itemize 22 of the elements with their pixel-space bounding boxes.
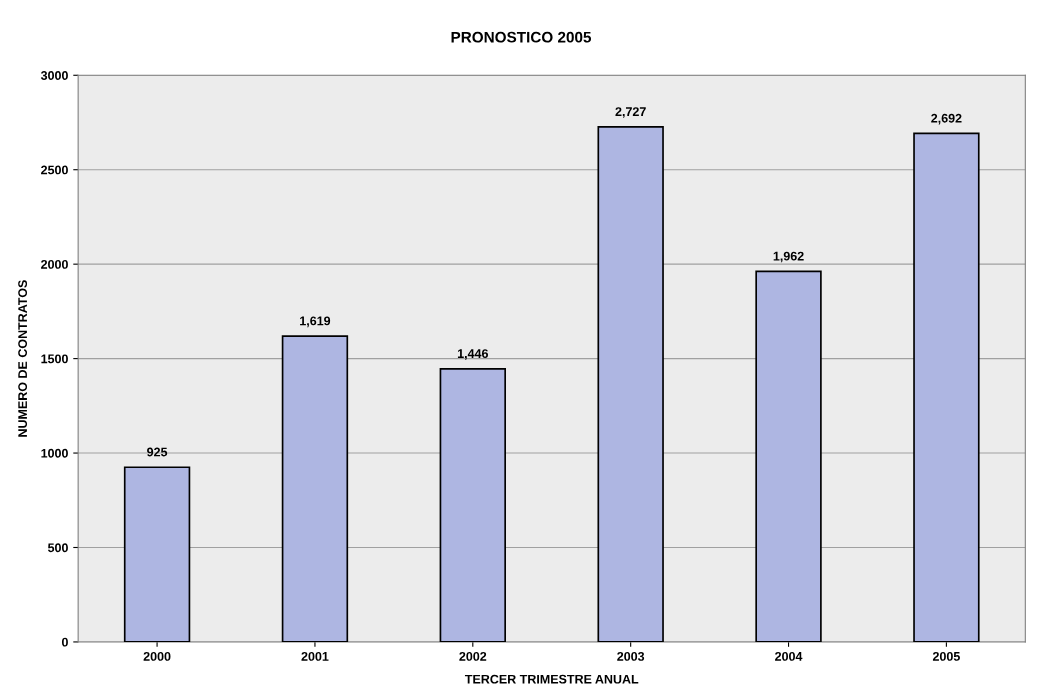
data-label: 1,619	[300, 316, 331, 328]
y-tick-label: 1000	[41, 448, 68, 458]
x-tick-label: 2004	[775, 651, 803, 661]
data-label: 2,727	[615, 107, 646, 118]
data-label: 1,962	[773, 251, 804, 263]
x-tick-label: 2000	[143, 651, 171, 661]
y-tick-label: 0	[61, 637, 68, 647]
y-tick-label: 2500	[41, 165, 68, 175]
x-tick-label: 2002	[459, 651, 487, 661]
x-tick-label: 2001	[301, 651, 329, 661]
y-tick-label: 500	[47, 543, 68, 553]
x-tick-label: 2005	[932, 651, 960, 661]
data-label: 2,692	[931, 113, 962, 125]
data-label: 1,446	[457, 349, 488, 360]
chart-title: PRONOSTICO 2005	[451, 31, 592, 43]
y-tick-label: 3000	[40, 71, 68, 80]
y-tick-label: 2000	[41, 259, 68, 269]
x-tick-label: 2003	[617, 651, 645, 661]
y-tick-label: 1500	[41, 354, 68, 364]
y-axis-title: NUMERO DE CONTRATOS	[18, 280, 28, 437]
x-axis-title: TERCER TRIMESTRE ANUAL	[464, 674, 639, 684]
data-label: 925	[147, 447, 168, 457]
